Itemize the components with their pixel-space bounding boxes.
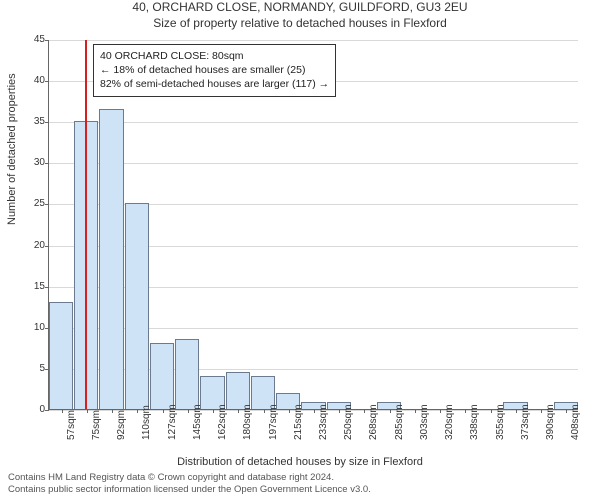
y-tick-mark bbox=[45, 163, 49, 164]
x-tick-mark bbox=[188, 409, 189, 413]
x-tick-label: 197sqm bbox=[268, 404, 279, 440]
footer-line-1: Contains HM Land Registry data © Crown c… bbox=[8, 472, 371, 484]
x-tick-mark bbox=[516, 409, 517, 413]
y-tick-label: 20 bbox=[21, 240, 45, 251]
x-tick-label: 75sqm bbox=[91, 410, 102, 440]
footer-attribution: Contains HM Land Registry data © Crown c… bbox=[8, 472, 371, 496]
x-tick-mark bbox=[62, 409, 63, 413]
x-tick-mark bbox=[314, 409, 315, 413]
footer-line-2: Contains public sector information licen… bbox=[8, 484, 371, 496]
x-tick-mark bbox=[163, 409, 164, 413]
y-tick-label: 30 bbox=[21, 157, 45, 168]
y-tick-label: 40 bbox=[21, 75, 45, 86]
bar bbox=[175, 339, 199, 409]
x-tick-label: 215sqm bbox=[293, 404, 304, 440]
x-tick-label: 110sqm bbox=[141, 405, 152, 440]
x-tick-mark bbox=[415, 409, 416, 413]
x-tick-mark bbox=[137, 409, 138, 413]
x-tick-mark bbox=[339, 409, 340, 413]
x-tick-label: 250sqm bbox=[343, 404, 354, 440]
x-tick-mark bbox=[465, 409, 466, 413]
x-tick-label: 355sqm bbox=[495, 404, 506, 440]
x-tick-label: 320sqm bbox=[444, 404, 455, 440]
chart-title: 40, ORCHARD CLOSE, NORMANDY, GUILDFORD, … bbox=[0, 0, 600, 14]
x-tick-mark bbox=[364, 409, 365, 413]
grid-line bbox=[49, 40, 578, 41]
y-tick-mark bbox=[45, 246, 49, 247]
x-tick-mark bbox=[213, 409, 214, 413]
info-line-1: 40 ORCHARD CLOSE: 80sqm bbox=[100, 49, 329, 63]
x-tick-label: 373sqm bbox=[520, 404, 531, 440]
x-tick-label: 180sqm bbox=[242, 404, 253, 440]
y-tick-mark bbox=[45, 287, 49, 288]
x-tick-label: 338sqm bbox=[469, 404, 480, 440]
x-axis-label: Distribution of detached houses by size … bbox=[0, 456, 600, 468]
grid-line bbox=[49, 122, 578, 123]
y-tick-mark bbox=[45, 122, 49, 123]
y-tick-label: 5 bbox=[21, 363, 45, 374]
x-tick-mark bbox=[112, 409, 113, 413]
y-tick-label: 15 bbox=[21, 281, 45, 292]
x-tick-label: 233sqm bbox=[318, 404, 329, 440]
bar bbox=[150, 343, 174, 409]
y-tick-label: 25 bbox=[21, 198, 45, 209]
x-tick-mark bbox=[541, 409, 542, 413]
x-tick-mark bbox=[289, 409, 290, 413]
x-tick-mark bbox=[566, 409, 567, 413]
x-tick-label: 390sqm bbox=[545, 404, 556, 440]
x-tick-label: 57sqm bbox=[66, 410, 77, 440]
x-tick-mark bbox=[264, 409, 265, 413]
x-tick-mark bbox=[390, 409, 391, 413]
marker-line bbox=[85, 40, 87, 409]
info-line-2: ← 18% of detached houses are smaller (25… bbox=[100, 63, 329, 77]
x-tick-label: 162sqm bbox=[217, 404, 228, 440]
chart-container: 40, ORCHARD CLOSE, NORMANDY, GUILDFORD, … bbox=[0, 0, 600, 500]
x-tick-mark bbox=[440, 409, 441, 413]
x-tick-label: 303sqm bbox=[419, 404, 430, 440]
chart-subtitle: Size of property relative to detached ho… bbox=[0, 16, 600, 30]
y-tick-mark bbox=[45, 81, 49, 82]
x-tick-mark bbox=[491, 409, 492, 413]
y-tick-mark bbox=[45, 204, 49, 205]
x-tick-label: 127sqm bbox=[167, 404, 178, 440]
info-box: 40 ORCHARD CLOSE: 80sqm ← 18% of detache… bbox=[93, 44, 336, 97]
plot-area: 05101520253035404557sqm75sqm92sqm110sqm1… bbox=[48, 40, 578, 410]
bar bbox=[125, 203, 149, 409]
x-tick-mark bbox=[238, 409, 239, 413]
y-axis-label: Number of detached properties bbox=[6, 73, 18, 225]
grid-line bbox=[49, 163, 578, 164]
y-tick-label: 35 bbox=[21, 116, 45, 127]
y-tick-mark bbox=[45, 40, 49, 41]
x-tick-label: 285sqm bbox=[394, 404, 405, 440]
x-tick-label: 408sqm bbox=[570, 404, 581, 440]
bar bbox=[49, 302, 73, 409]
info-line-3: 82% of semi-detached houses are larger (… bbox=[100, 77, 329, 91]
bar bbox=[99, 109, 123, 409]
x-tick-label: 92sqm bbox=[116, 410, 127, 440]
x-tick-label: 268sqm bbox=[368, 404, 379, 440]
x-tick-mark bbox=[87, 409, 88, 413]
y-tick-label: 45 bbox=[21, 34, 45, 45]
y-tick-label: 0 bbox=[21, 404, 45, 415]
y-tick-label: 10 bbox=[21, 322, 45, 333]
y-tick-mark bbox=[45, 410, 49, 411]
x-tick-label: 145sqm bbox=[192, 404, 203, 440]
